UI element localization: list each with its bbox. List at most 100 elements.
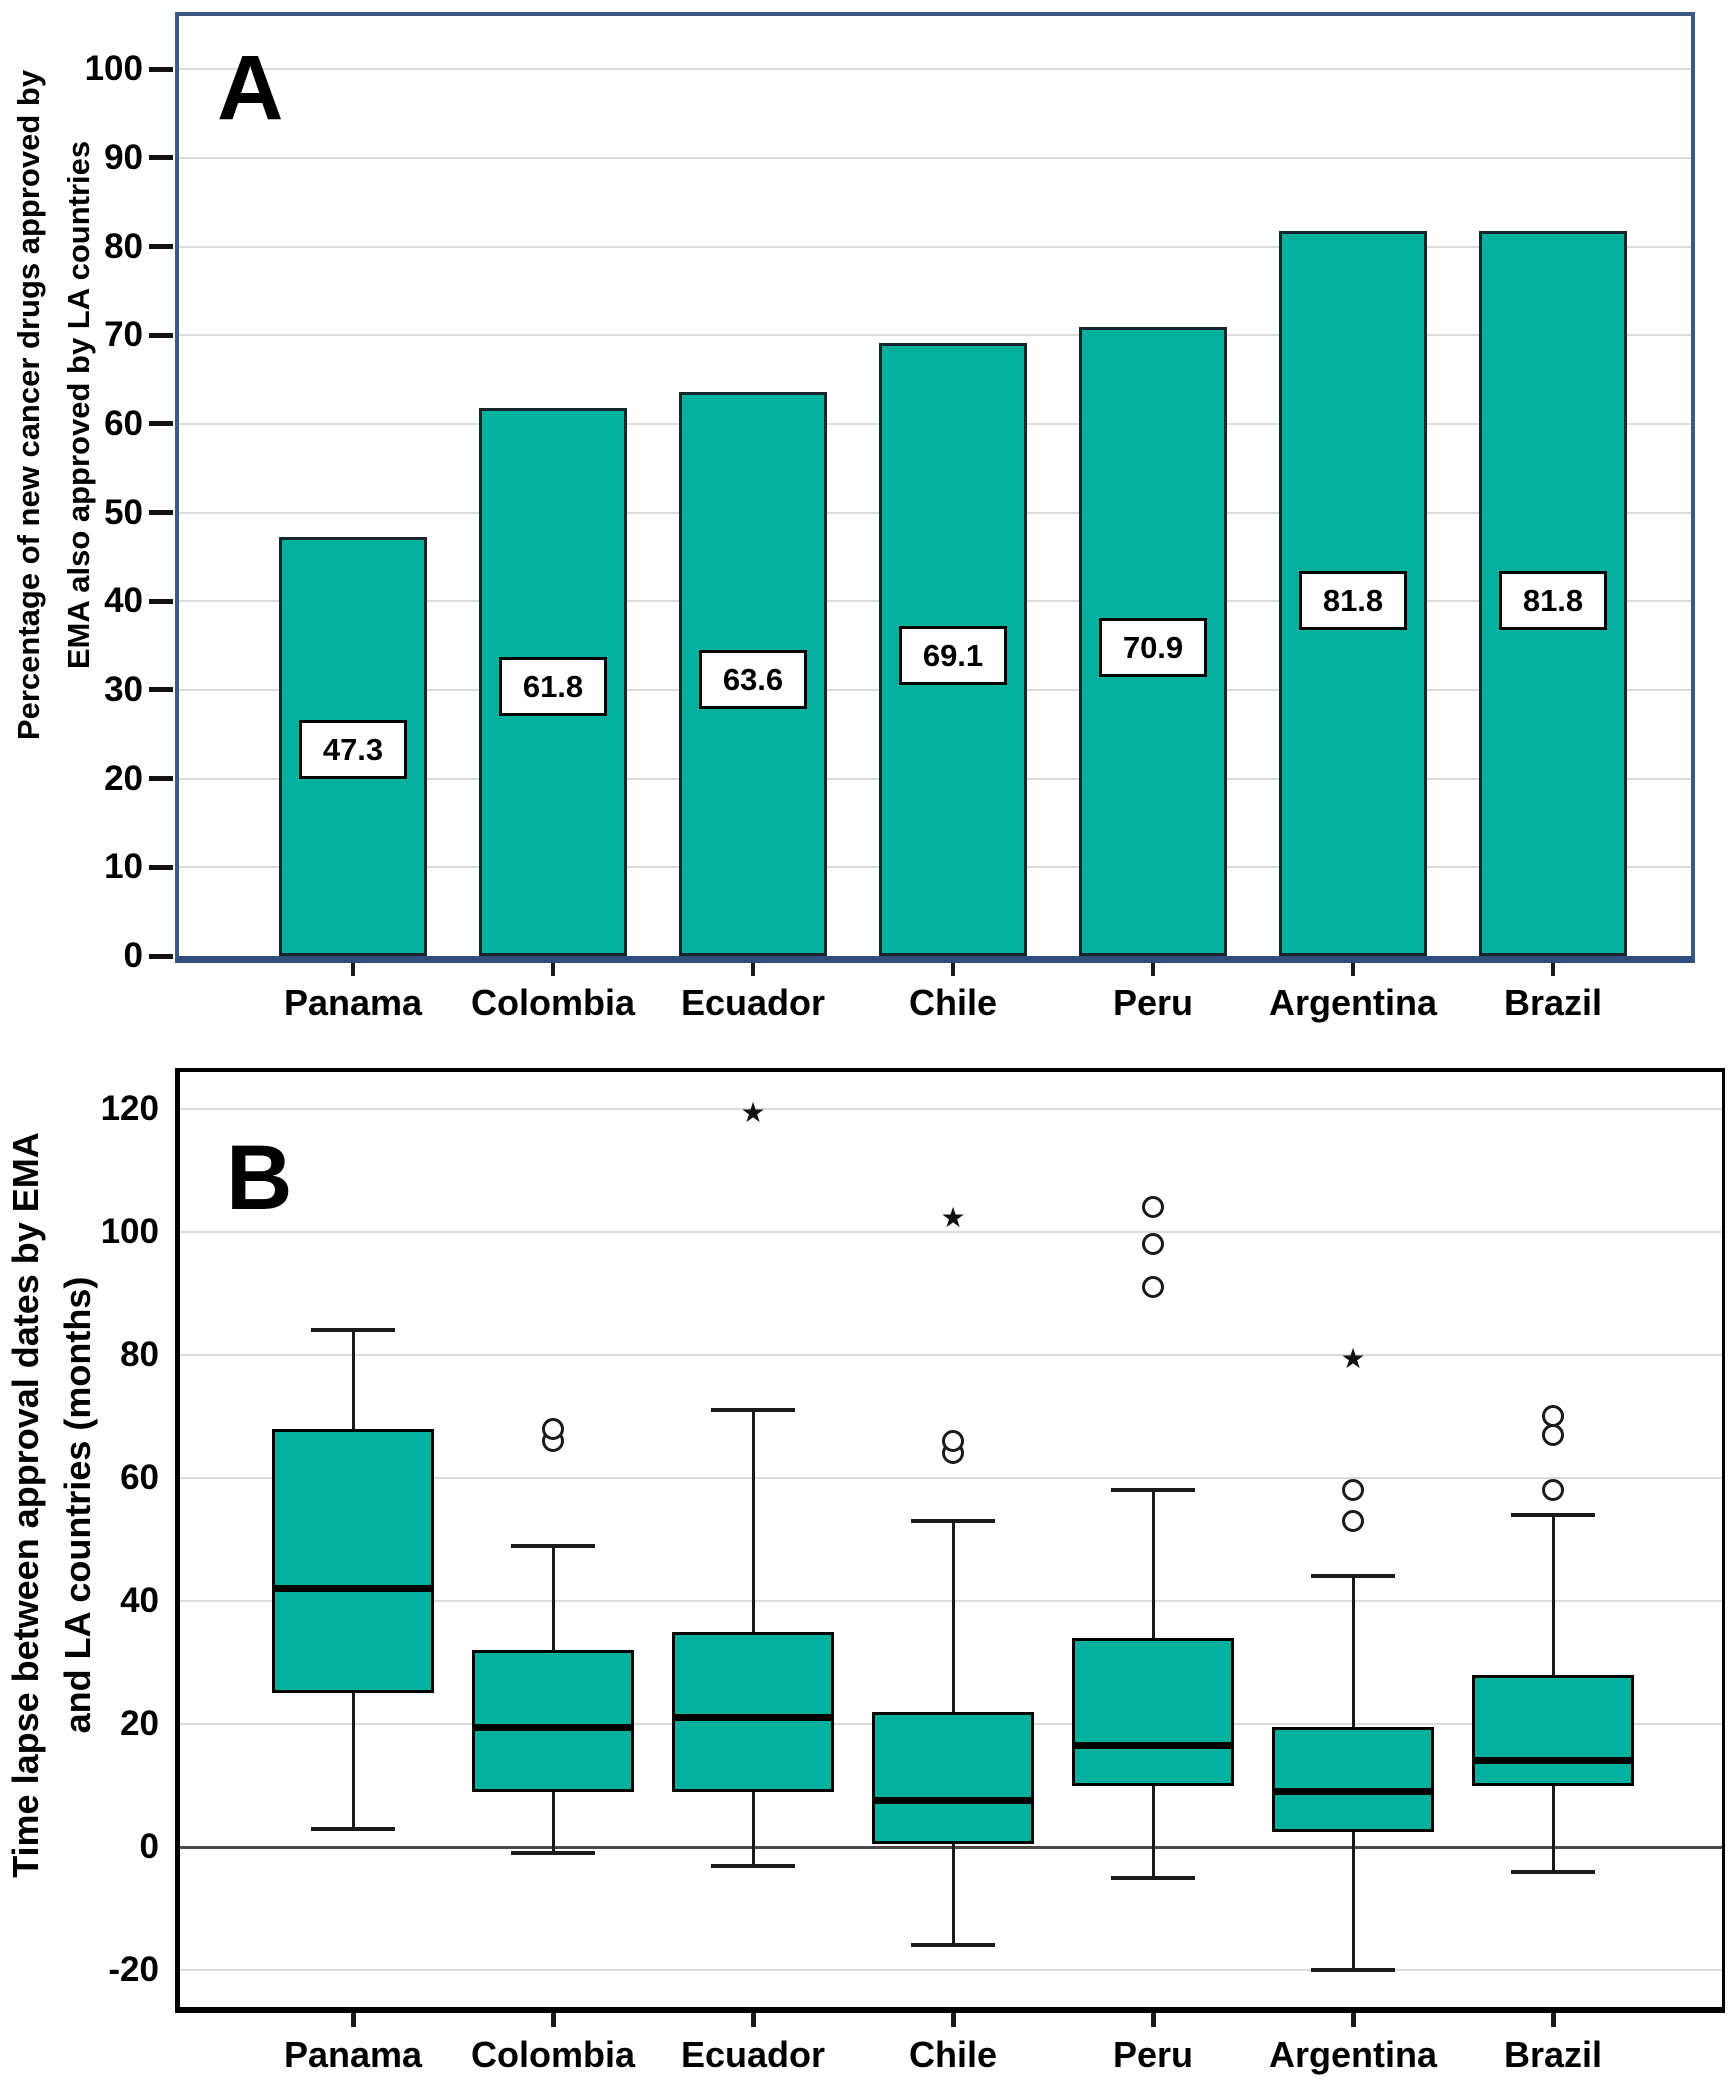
y-tick-mark-a-60 [149, 421, 173, 427]
gridline-a-100 [179, 68, 1691, 71]
y-tick-label-b-100: 100 [100, 1211, 159, 1251]
y-tick-label-a-90: 90 [104, 137, 143, 177]
gridline-a-90 [179, 156, 1691, 159]
outlier-star-argentina-79: ★ [1340, 1343, 1366, 1375]
panel-a-bars: 47.3 61.8 63.6 69.1 70.9 81.8 81.8 [179, 16, 1691, 956]
x-label-b-chile: Chile [908, 2034, 997, 2075]
median-ecuador [672, 1714, 834, 1722]
value-label-ecuador: 63.6 [699, 649, 807, 709]
outlier-star-ecuador-119: ★ [740, 1097, 766, 1129]
whisker-cap-low-chile [911, 1943, 995, 1948]
gridline-a-70 [179, 334, 1691, 337]
median-brazil [1472, 1757, 1634, 1765]
outlier-circle-brazil-70 [1542, 1405, 1564, 1428]
outlier-circle-argentina-58 [1342, 1479, 1364, 1502]
median-chile [872, 1797, 1034, 1805]
y-tick-label-a-30: 30 [104, 669, 143, 709]
x-label-a-chile: Chile [908, 982, 997, 1023]
whisker-cap-high-peru [1111, 1488, 1195, 1493]
value-label-chile: 69.1 [899, 625, 1007, 685]
x-label-b-brazil: Brazil [1503, 2034, 1603, 2075]
median-argentina [1272, 1788, 1434, 1796]
panel-b-plot-area: B ★ ★ ★ [175, 1068, 1725, 2013]
outlier-circle-peru-98 [1142, 1233, 1164, 1256]
x-tick-b-panama [350, 2013, 356, 2027]
outlier-circle-brazil-58 [1542, 1479, 1564, 1502]
box-brazil [1472, 1674, 1634, 1786]
gridline-a-80 [179, 245, 1691, 248]
value-label-peru: 70.9 [1099, 617, 1207, 677]
y-tick-mark-a-0 [149, 953, 173, 959]
whisker-cap-high-brazil [1511, 1512, 1595, 1517]
value-label-colombia: 61.8 [499, 657, 607, 717]
y-tick-mark-a-10 [149, 864, 173, 870]
x-label-a-peru: Peru [1112, 982, 1194, 1023]
x-tick-a-ecuador [751, 963, 755, 976]
y-tick-label-a-40: 40 [104, 581, 143, 621]
x-label-b-ecuador: Ecuador [680, 2034, 826, 2075]
x-tick-b-peru [1150, 2013, 1156, 2027]
y-tick-label-b-80: 80 [120, 1334, 159, 1374]
outlier-circle-peru-91 [1142, 1276, 1164, 1299]
box-chile [872, 1711, 1034, 1844]
box-peru [1072, 1637, 1234, 1786]
gridline-b-100 [180, 1230, 1722, 1233]
y-tick-mark-a-50 [149, 510, 173, 516]
whisker-cap-high-chile [911, 1519, 995, 1524]
x-tick-b-argentina [1350, 2013, 1356, 2027]
y-tick-label-b-60: 60 [120, 1457, 159, 1497]
y-tick-label-a-10: 10 [104, 847, 143, 887]
y-tick-label-b-120: 120 [100, 1088, 159, 1128]
x-tick-a-colombia [551, 963, 555, 976]
panel-b-boxplots: ★ ★ ★ [180, 1072, 1722, 2007]
y-tick-label-a-20: 20 [104, 758, 143, 798]
y-tick-label-a-80: 80 [104, 226, 143, 266]
y-tick-mark-a-100 [149, 66, 173, 72]
y-tick-mark-a-40 [149, 598, 173, 604]
value-label-brazil: 81.8 [1499, 570, 1607, 630]
panel-a-y-axis-title-line1: Percentage of new cancer drugs approved … [11, 69, 46, 741]
y-tick-mark-a-80 [149, 244, 173, 250]
x-label-a-ecuador: Ecuador [680, 982, 826, 1023]
y-tick-label-a-70: 70 [104, 315, 143, 355]
x-label-a-argentina: Argentina [1268, 982, 1437, 1023]
whisker-cap-high-panama [311, 1328, 395, 1333]
y-tick-mark-a-30 [149, 687, 173, 693]
x-label-b-peru: Peru [1112, 2034, 1194, 2075]
whisker-cap-low-brazil [1511, 1869, 1595, 1874]
y-tick-label-b-0: 0 [139, 1827, 159, 1867]
y-tick-label-b-20: 20 [120, 1704, 159, 1744]
x-tick-a-argentina [1351, 963, 1355, 976]
gridline-b--20 [180, 1969, 1722, 1972]
x-tick-a-panama [351, 963, 355, 976]
whisker-cap-low-panama [311, 1826, 395, 1831]
x-label-a-panama: Panama [283, 982, 423, 1023]
box-colombia [472, 1650, 634, 1792]
whisker-cap-high-argentina [1311, 1574, 1395, 1579]
x-label-a-brazil: Brazil [1503, 982, 1603, 1023]
panel-b-letter: B [226, 1127, 293, 1229]
y-tick-mark-a-90 [149, 155, 173, 161]
x-tick-a-chile [951, 963, 955, 976]
whisker-cap-low-peru [1111, 1875, 1195, 1880]
panel-b-y-axis-title-line1: Time lapse between approval dates by EMA [5, 1132, 46, 1878]
outlier-circle-peru-104 [1142, 1196, 1164, 1219]
outlier-circle-colombia-68 [542, 1417, 564, 1440]
x-tick-a-peru [1151, 963, 1155, 976]
x-tick-a-brazil [1551, 963, 1555, 976]
outlier-circle-brazil-67 [1542, 1423, 1564, 1446]
y-tick-label-a-0: 0 [123, 936, 143, 975]
gridline-b-40 [180, 1600, 1722, 1602]
x-label-b-argentina: Argentina [1268, 2034, 1437, 2075]
y-tick-label-a-60: 60 [104, 403, 143, 443]
box-ecuador [672, 1631, 834, 1792]
x-tick-b-colombia [550, 2013, 556, 2027]
y-tick-mark-a-70 [149, 332, 173, 338]
outlier-circle-argentina-53 [1342, 1510, 1364, 1533]
whisker-cap-high-ecuador [711, 1408, 795, 1413]
zero-line-b [180, 1845, 1722, 1849]
whisker-cap-low-ecuador [711, 1863, 795, 1868]
whisker-cap-high-colombia [511, 1543, 595, 1548]
gridline-b-60 [180, 1476, 1722, 1479]
y-tick-label-a-100: 100 [84, 49, 143, 89]
